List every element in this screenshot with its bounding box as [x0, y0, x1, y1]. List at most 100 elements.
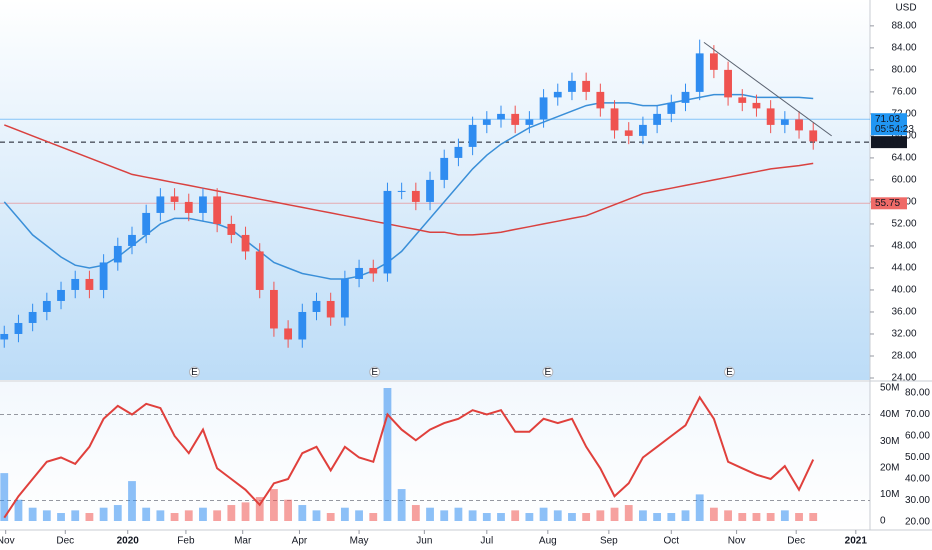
rsi-tick-label: 30.00	[905, 495, 930, 506]
candle-body	[568, 80, 576, 92]
earnings-marker	[542, 366, 554, 378]
candle-body	[184, 201, 193, 213]
x-tick-label: Nov	[728, 536, 746, 547]
trendline	[703, 41, 832, 137]
candle-body	[71, 278, 80, 290]
rsi-tick-label: 60.00	[905, 431, 930, 442]
x-tick-label: Dec	[56, 536, 74, 547]
volume-bar	[113, 505, 122, 521]
earnings-label: E	[726, 367, 733, 378]
volume-bar	[667, 513, 676, 521]
volume-bar	[241, 502, 250, 521]
candle-body	[142, 212, 151, 235]
earnings-label: E	[191, 367, 198, 378]
earnings-marker	[369, 366, 381, 378]
price-label: 55.75	[875, 198, 900, 209]
volume-tick-label: 0	[880, 516, 886, 527]
candle-body	[255, 251, 264, 290]
candle-body	[312, 300, 321, 312]
x-tick-label: Oct	[664, 536, 680, 547]
volume-tick-label: 10M	[880, 489, 899, 500]
volume-bar	[511, 510, 520, 521]
candle-body	[42, 300, 51, 312]
y-tick-label: 48.00	[891, 241, 916, 252]
y-tick-label: 24.00	[891, 373, 916, 384]
volume-bar	[639, 510, 647, 521]
x-tick-label: 2020	[117, 536, 140, 547]
volume-bar	[383, 388, 392, 521]
y-tick-label: 76.00	[891, 87, 916, 98]
x-tick-label: Feb	[177, 536, 195, 547]
volume-bar	[312, 510, 321, 521]
volume-bar	[142, 507, 151, 521]
candle-body	[610, 108, 619, 131]
candle-body	[539, 97, 548, 120]
volume-bar	[553, 510, 562, 521]
x-tick-label: Dec	[787, 536, 805, 547]
rsi-tick-label: 40.00	[905, 474, 930, 485]
candle-body	[795, 119, 803, 131]
candle-body	[213, 196, 222, 224]
volume-bar	[57, 513, 65, 521]
x-tick-label: 2021	[845, 536, 868, 547]
candle-body	[738, 97, 747, 103]
volume-bar	[85, 513, 94, 521]
y-tick-label: 32.00	[891, 329, 916, 340]
rsi-line	[3, 395, 815, 519]
candle-body	[199, 196, 207, 213]
volume-bar	[270, 489, 278, 521]
price-label: 71.03	[875, 114, 900, 125]
volume-tick-label: 20M	[880, 462, 899, 473]
price-label-box	[871, 136, 907, 149]
volume-bar	[780, 510, 789, 521]
candle-body	[780, 119, 789, 125]
price-label: 66.87	[875, 137, 900, 148]
candle-body	[326, 300, 335, 318]
candle-body	[57, 289, 65, 301]
y-tick-label: 68.00	[891, 131, 916, 142]
candle-body	[113, 245, 122, 263]
volume-bar	[128, 481, 136, 521]
volume-bar	[170, 513, 179, 521]
candle-body	[284, 328, 293, 340]
volume-bar	[738, 513, 747, 521]
volume-bar	[724, 510, 732, 521]
candle-body	[170, 196, 179, 202]
y-tick-label: 44.00	[891, 263, 916, 274]
volume-bar	[397, 489, 406, 521]
candle-body	[511, 113, 520, 125]
candle-body	[596, 91, 605, 109]
volume-bar	[695, 494, 704, 521]
candle-body	[383, 190, 392, 274]
candle-body	[99, 262, 108, 290]
volume-bar	[795, 513, 803, 521]
candle-body	[468, 124, 477, 147]
candle-body	[766, 108, 775, 125]
volume-bar	[156, 510, 165, 521]
volume-bar	[298, 505, 307, 521]
volume-bar	[255, 497, 264, 521]
volume-bar	[326, 513, 335, 521]
candle-body	[85, 278, 94, 290]
earnings-marker	[188, 366, 200, 378]
price-label-box	[871, 197, 907, 210]
volume-tick-label: 40M	[880, 409, 899, 420]
x-tick-label: Sep	[600, 536, 618, 547]
volume-bar	[28, 507, 37, 521]
moving-average	[4, 124, 814, 236]
candle-body	[340, 278, 349, 318]
candle-body	[497, 113, 505, 120]
volume-bar	[624, 505, 633, 521]
candle-body	[14, 322, 23, 334]
candle-body	[695, 53, 704, 92]
volume-tick-label: 50M	[880, 383, 899, 394]
candle-body	[0, 333, 9, 340]
candle-body	[426, 179, 434, 202]
candle-body	[553, 91, 562, 98]
candle-body	[369, 267, 378, 274]
candle-body	[639, 124, 647, 136]
candle-body	[411, 190, 420, 202]
candle-body	[298, 311, 307, 340]
volume-bar	[497, 513, 505, 521]
volume-bar	[653, 513, 662, 521]
